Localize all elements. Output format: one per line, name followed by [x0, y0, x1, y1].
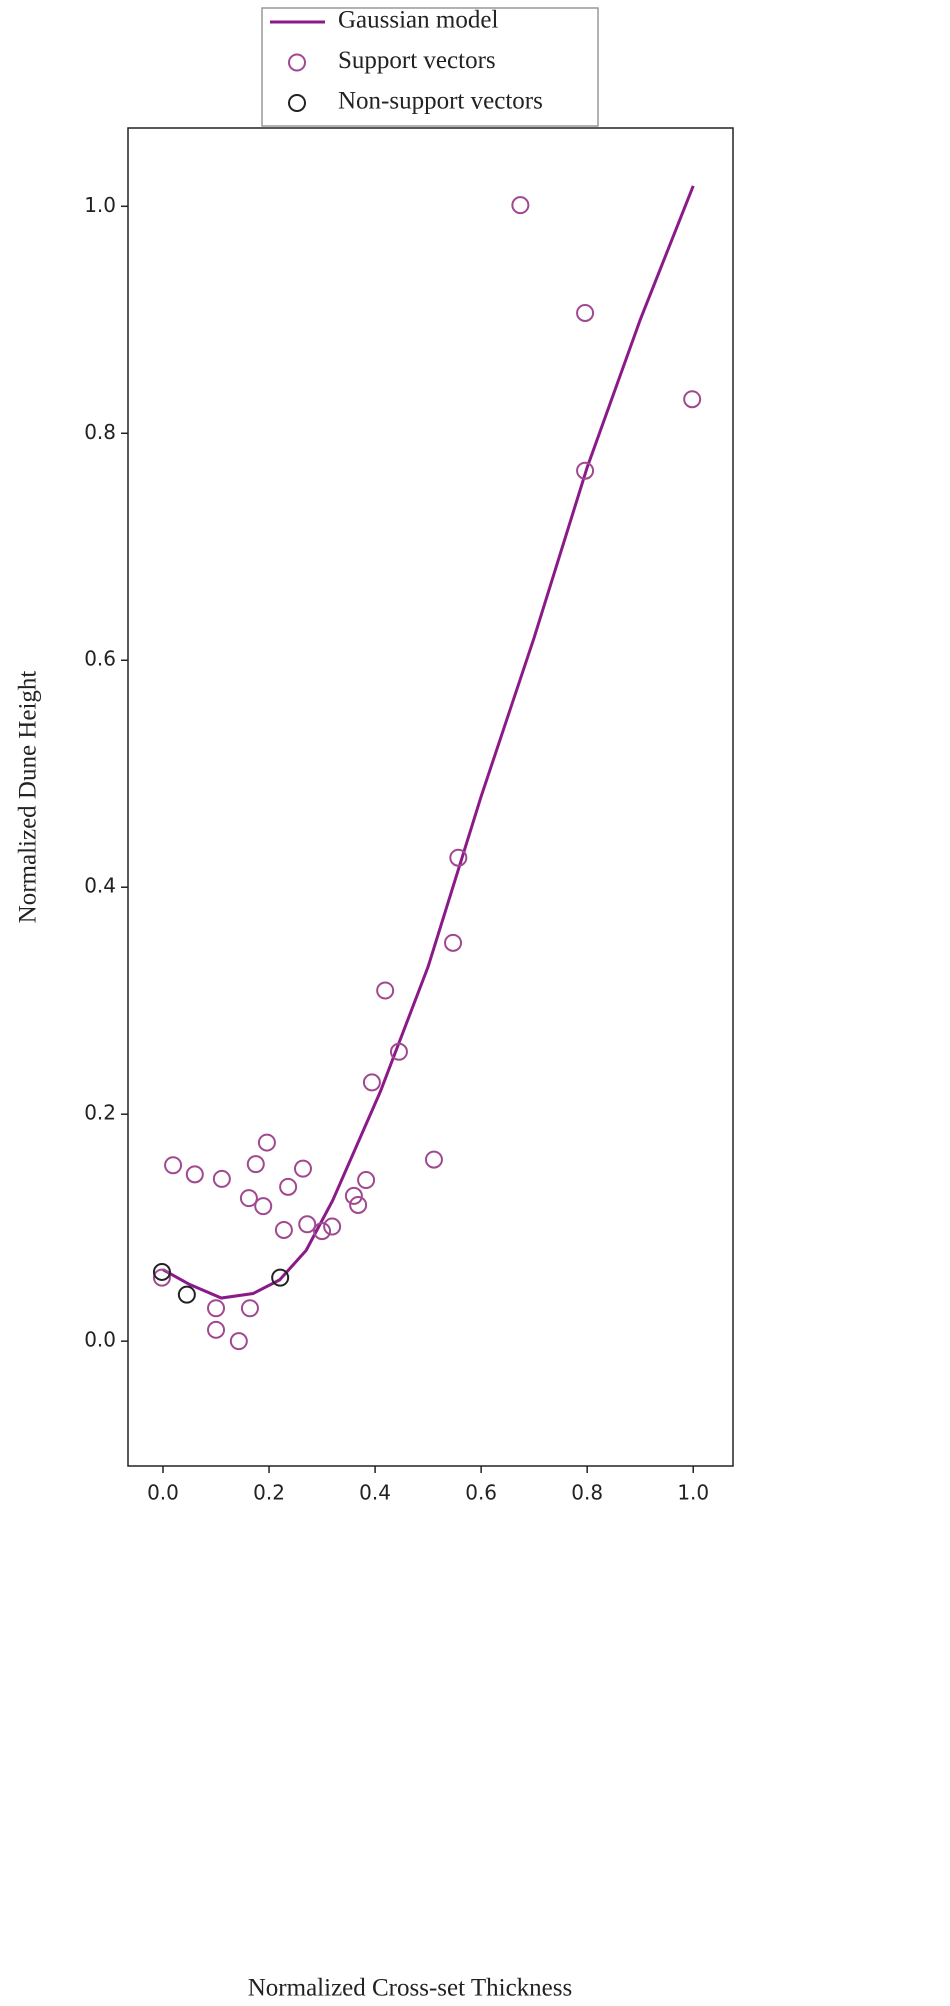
data-point [185, 1165, 204, 1184]
x-tick-label: 0.6 [465, 1481, 497, 1505]
data-point [683, 390, 702, 409]
data-point [444, 933, 463, 952]
data-point [279, 1177, 298, 1196]
legend-box [261, 7, 599, 127]
data-point [376, 981, 395, 1000]
data-point [293, 1159, 312, 1178]
data-point [298, 1215, 317, 1234]
x-tick-label: 0.0 [147, 1481, 179, 1505]
data-point [313, 1222, 332, 1241]
legend-label: Support vectors [338, 47, 496, 74]
data-point [164, 1156, 183, 1175]
x-tick-label: 0.2 [253, 1481, 285, 1505]
data-point [207, 1320, 226, 1339]
data-point [229, 1332, 248, 1351]
legend-label: Non-support vectors [338, 88, 543, 115]
plot-frame [127, 127, 734, 1467]
y-tick-label: 0.4 [84, 874, 116, 898]
data-point [576, 461, 595, 480]
data-point [240, 1299, 259, 1318]
data-point [274, 1220, 293, 1239]
data-point [177, 1285, 196, 1304]
data-point [323, 1217, 342, 1236]
y-tick-label: 0.0 [84, 1328, 116, 1352]
x-tick-label: 0.8 [571, 1481, 603, 1505]
legend-swatch [288, 53, 306, 72]
data-point [152, 1268, 171, 1287]
x-tick-label: 1.0 [677, 1481, 709, 1505]
y-tick-label: 0.8 [84, 420, 116, 444]
data-point [257, 1133, 276, 1152]
model-line [162, 185, 695, 1300]
data-point [349, 1195, 368, 1214]
x-axis-label: Normalized Cross-set Thickness [248, 1975, 572, 2002]
data-point [239, 1189, 258, 1208]
data-point [254, 1197, 273, 1216]
data-point [449, 848, 468, 867]
data-point [576, 303, 595, 322]
data-point [389, 1042, 408, 1061]
data-point [424, 1150, 443, 1169]
data-point [357, 1171, 376, 1190]
data-point [511, 196, 530, 215]
data-point [152, 1262, 171, 1281]
x-tick-label: 0.4 [359, 1481, 391, 1505]
y-axis-label: Normalized Dune Height [15, 671, 42, 924]
data-point [271, 1268, 290, 1287]
y-tick-label: 1.0 [84, 193, 116, 217]
data-point [207, 1299, 226, 1318]
data-point [362, 1073, 381, 1092]
y-tick-label: 0.6 [84, 647, 116, 671]
legend-label: Gaussian model [338, 7, 498, 34]
y-tick-label: 0.2 [84, 1101, 116, 1125]
data-point [212, 1169, 231, 1188]
data-point [246, 1155, 265, 1174]
legend-swatch [288, 94, 306, 112]
data-point [344, 1186, 363, 1205]
